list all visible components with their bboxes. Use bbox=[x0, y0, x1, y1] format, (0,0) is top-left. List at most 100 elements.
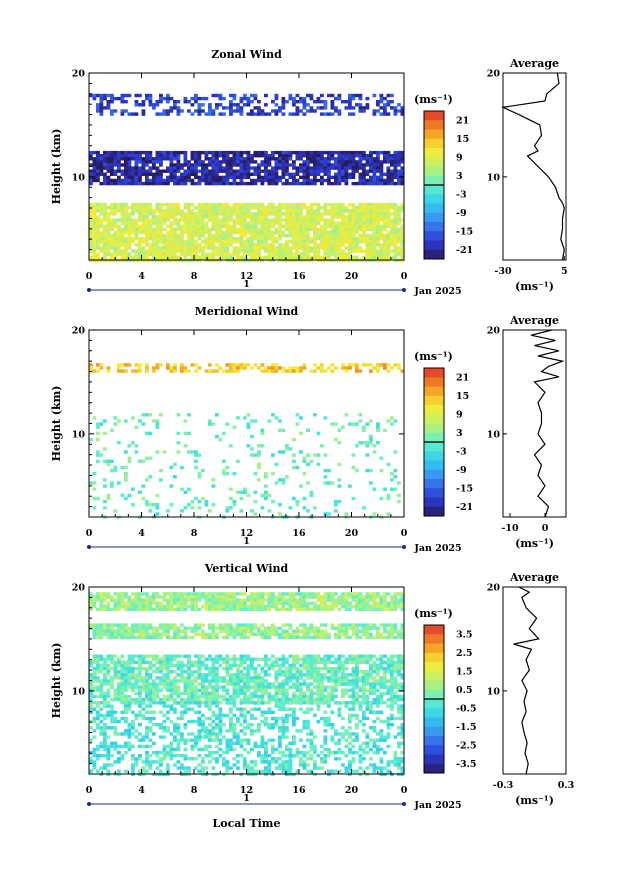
heatmap-cell-lower bbox=[211, 202, 216, 207]
heatmap-cell-lower bbox=[225, 249, 230, 253]
heatmap-cell-middle bbox=[187, 679, 191, 683]
heatmap-cell-lower bbox=[211, 243, 216, 247]
heatmap-cell-lower bbox=[362, 218, 366, 222]
heatmap-cell-lower bbox=[127, 252, 132, 256]
heatmap-cell-lower bbox=[344, 237, 349, 241]
heatmap-cell-top bbox=[267, 607, 272, 612]
heatmap-cell-lower bbox=[208, 202, 212, 207]
heatmap-cell-upper bbox=[194, 100, 198, 104]
heatmap-cell-top bbox=[281, 607, 286, 612]
heatmap-cell-lower bbox=[127, 243, 132, 247]
heatmap-cell-jet bbox=[351, 169, 356, 173]
heatmap-cell-middle bbox=[176, 663, 181, 668]
heatmap-cell-lower bbox=[292, 202, 296, 207]
heatmap-cell-jet bbox=[218, 175, 223, 180]
heatmap-cell-lower bbox=[190, 215, 195, 219]
heatmap-cell-top bbox=[183, 604, 188, 608]
heatmap-cell-middle bbox=[222, 666, 226, 671]
heatmap-cell-jet bbox=[96, 160, 100, 164]
heatmap-cell-top bbox=[246, 598, 251, 602]
heatmap-cell-scattered bbox=[372, 487, 377, 491]
heatmap-cell-middle bbox=[379, 654, 384, 658]
heatmap-cell-middle bbox=[281, 688, 286, 692]
heatmap-cell-jet bbox=[131, 169, 135, 173]
heatmap-cell-upper bbox=[253, 632, 258, 637]
heatmap-cell-lower bbox=[330, 233, 335, 238]
heatmap-cell-jet bbox=[208, 160, 212, 164]
heatmap-cell-jet bbox=[120, 157, 125, 161]
heatmap-cell-middle bbox=[348, 657, 352, 661]
heatmap-cell-jet bbox=[190, 178, 195, 183]
heatmap-cell-lower bbox=[180, 224, 184, 228]
heatmap-cell-top bbox=[197, 592, 202, 596]
heatmap-cell-upper bbox=[211, 632, 216, 637]
heatmap-cell-upper bbox=[201, 629, 205, 633]
heatmap-cell-scattered bbox=[285, 447, 289, 451]
heatmap-cell-upper bbox=[271, 363, 275, 367]
heatmap-cell-lower bbox=[316, 227, 321, 232]
heatmap-cell-jet bbox=[134, 175, 139, 180]
heatmap-cell-lower bbox=[330, 252, 335, 256]
heatmap-cell-middle bbox=[365, 676, 370, 680]
heatmap-cell-lower bbox=[358, 249, 363, 253]
heatmap-cell-lower bbox=[376, 221, 380, 225]
heatmap-cell-top bbox=[236, 598, 240, 602]
heatmap-cell-scattered bbox=[155, 493, 160, 498]
heatmap-cell-lower bbox=[194, 252, 198, 256]
heatmap-cell-scattered bbox=[257, 465, 261, 470]
heatmap-cell-middle bbox=[341, 682, 345, 686]
heatmap-cell-jet bbox=[183, 163, 188, 167]
heatmap-cell-top bbox=[134, 595, 139, 599]
heatmap-cell-middle bbox=[127, 685, 132, 689]
heatmap-cell-jet bbox=[393, 154, 398, 158]
heatmap-cell-lower bbox=[92, 237, 97, 241]
heatmap-cell-jet bbox=[267, 172, 272, 176]
heatmap-cell-jet bbox=[327, 157, 331, 161]
heatmap-cell-lower bbox=[267, 206, 272, 210]
heatmap-cell-lower bbox=[295, 233, 300, 238]
heatmap-cell-middle bbox=[390, 663, 394, 668]
heatmap-cell-jet bbox=[124, 178, 128, 183]
heatmap-cell-lower bbox=[117, 230, 121, 235]
heatmap-cell-lower bbox=[99, 221, 104, 225]
heatmap-cell-scattered bbox=[257, 453, 261, 457]
heatmap-cell-upper bbox=[365, 626, 370, 630]
heatmap-cell-upper bbox=[225, 363, 230, 367]
heatmap-cell-upper bbox=[271, 100, 275, 104]
heatmap-cell-jet bbox=[239, 157, 244, 161]
heatmap-cell-top bbox=[400, 607, 405, 612]
heatmap-cell-lower bbox=[376, 212, 380, 216]
heatmap-cell-top bbox=[260, 595, 265, 599]
heatmap-cell-lower bbox=[327, 212, 331, 216]
heatmap-cell-top bbox=[393, 607, 398, 612]
heatmap-cell-middle bbox=[337, 676, 342, 680]
heatmap-cell-middle bbox=[351, 676, 356, 680]
heatmap-cell-lower bbox=[155, 237, 160, 241]
heatmap-cell-lower bbox=[113, 218, 118, 222]
heatmap-cell-jet bbox=[355, 150, 359, 155]
heatmap-cell-middle bbox=[110, 685, 114, 689]
heatmap-cell-middle bbox=[236, 657, 240, 661]
heatmap-cell-lower bbox=[187, 209, 191, 213]
heatmap-cell-lower bbox=[278, 252, 282, 256]
heatmap-cell-lower bbox=[393, 240, 398, 244]
heatmap-cell-lower bbox=[372, 221, 377, 225]
heatmap-cell-middle bbox=[92, 657, 97, 661]
heatmap-cell-top bbox=[99, 607, 104, 612]
heatmap-cell-jet bbox=[180, 178, 184, 183]
heatmap-cell-middle bbox=[218, 676, 223, 680]
heatmap-cell-top bbox=[145, 604, 149, 608]
heatmap-cell-lower bbox=[267, 233, 272, 238]
heatmap-cell-upper bbox=[229, 629, 233, 633]
heatmap-cell-upper bbox=[166, 93, 170, 98]
heatmap-cell-middle bbox=[243, 673, 247, 677]
heatmap-cell-top bbox=[316, 604, 321, 608]
heatmap-cell-top bbox=[376, 592, 380, 596]
heatmap-cell-jet bbox=[183, 178, 188, 183]
heatmap-cell-scattered bbox=[292, 453, 296, 457]
heatmap-cell-lower bbox=[201, 240, 205, 244]
heatmap-cell-middle bbox=[334, 670, 338, 674]
heatmap-cell-lower bbox=[113, 249, 118, 253]
heatmap-cell-jet bbox=[131, 166, 135, 170]
heatmap-cell-jet bbox=[176, 160, 181, 164]
